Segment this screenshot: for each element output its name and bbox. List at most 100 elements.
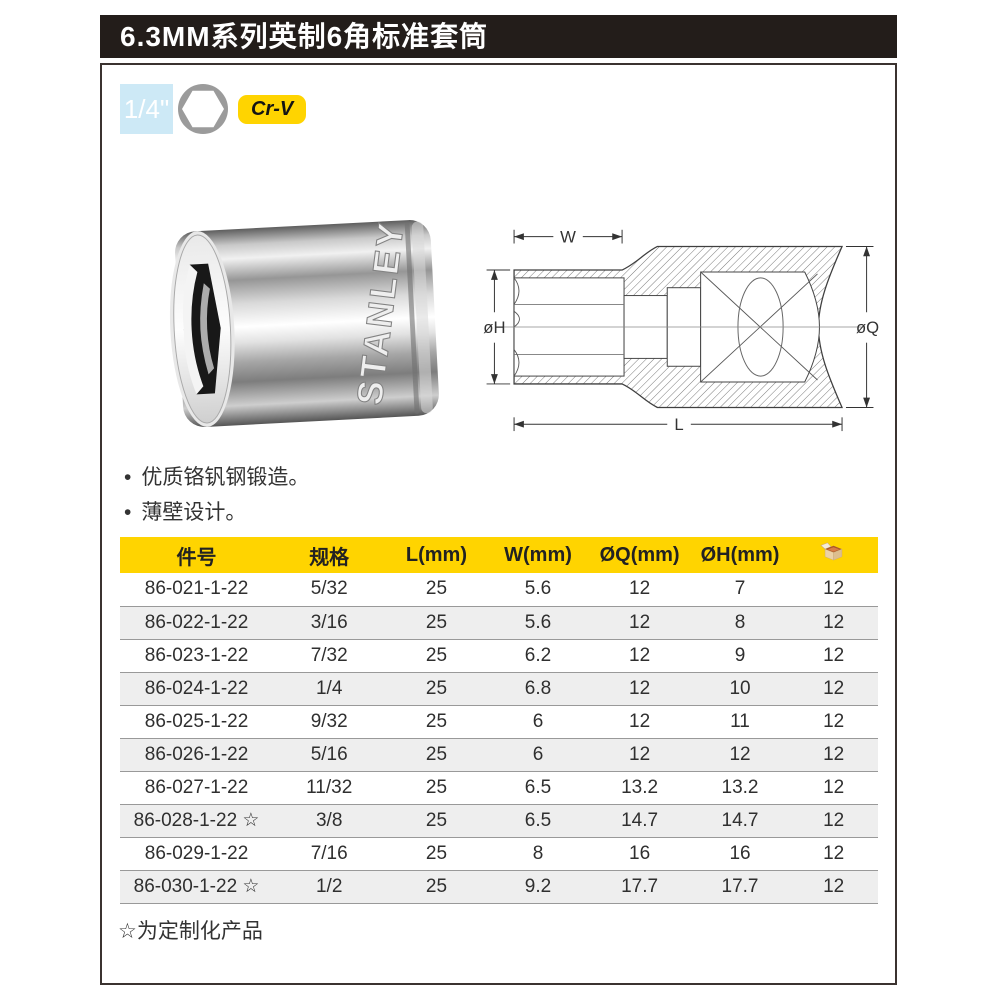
table-cell: 7/16: [273, 837, 386, 871]
table-cell: 86-022-1-22: [120, 606, 274, 640]
table-cell: 13.2: [588, 771, 691, 805]
table-cell: 12: [588, 606, 691, 640]
table-cell: 6.5: [487, 804, 589, 838]
table-cell: 17.7: [588, 870, 691, 904]
table-row: 86-028-1-22 ☆ 3/8 25 6.5 14.7 14.7 12: [120, 804, 878, 838]
table-row: 86-025-1-22 9/32 25 6 12 11 12: [120, 705, 878, 739]
feature-item: • 薄壁设计。: [124, 495, 309, 530]
table-cell: 5.6: [487, 573, 589, 607]
table-cell: 86-024-1-22: [120, 672, 274, 706]
table-cell: 25: [385, 573, 488, 607]
dimension-diagram: W øH øQ L: [483, 228, 879, 435]
box-icon: [820, 541, 843, 560]
dim-label-w: W: [560, 228, 576, 247]
crv-badge: Cr-V: [238, 94, 307, 124]
table-cell: 13.2: [690, 771, 790, 805]
table-cell: 12: [789, 804, 878, 838]
table-cell: 25: [385, 837, 488, 871]
column-header: 规格: [273, 537, 386, 573]
table-cell: 12: [789, 672, 878, 706]
box-icon: [789, 537, 878, 573]
table-cell: 6.8: [487, 672, 589, 706]
table-row: 86-030-1-22 ☆ 1/2 25 9.2 17.7 17.7 12: [120, 870, 878, 904]
table-cell: 5.6: [487, 606, 589, 640]
table-cell: 86-026-1-22: [120, 738, 274, 772]
column-header: 件号: [120, 537, 274, 573]
table-cell: 14.7: [690, 804, 790, 838]
footnote: ☆为定制化产品: [118, 920, 263, 943]
table-cell: 3/16: [273, 606, 386, 640]
table-cell: 16: [690, 837, 790, 871]
catalog-page: 6.3MM系列英制6角标准套筒 1/4" Cr-V: [100, 15, 897, 985]
table-cell: 9/32: [273, 705, 386, 739]
product-photo: STANLEY: [169, 218, 439, 427]
table-cell: 6: [487, 705, 589, 739]
table-cell: 86-021-1-22: [120, 573, 274, 607]
table-cell: 12: [588, 705, 691, 739]
table-cell: 6.2: [487, 639, 589, 673]
table-cell: 86-029-1-22: [120, 837, 274, 871]
table-cell: 12: [789, 870, 878, 904]
feature-text: 优质铬钒钢锻造。: [141, 466, 310, 489]
table-cell: 5/16: [273, 738, 386, 772]
table-row: 86-029-1-22 7/16 25 8 16 16 12: [120, 837, 878, 871]
table-cell: 1/4: [273, 672, 386, 706]
table-row: 86-023-1-22 7/32 25 6.2 12 9 12: [120, 639, 878, 673]
table-cell: 25: [385, 672, 488, 706]
crv-label: Cr-V: [251, 97, 294, 120]
spec-table-header-row: 件号 规格 L(mm) W(mm) ØQ(mm) ØH(mm): [120, 537, 878, 573]
table-cell: 12: [789, 573, 878, 607]
table-row: 86-027-1-22 11/32 25 6.5 13.2 13.2 12: [120, 771, 878, 805]
table-cell: 8: [487, 837, 589, 871]
spec-table-body: 86-021-1-22 5/32 25 5.6 12 7 12 86-022-1-22 3/16…: [120, 573, 878, 904]
column-header: L(mm): [385, 537, 488, 573]
table-cell: 8: [690, 606, 790, 640]
table-cell: 12: [588, 672, 691, 706]
table-cell: 12: [588, 573, 691, 607]
page-title: 6.3MM系列英制6角标准套筒: [120, 21, 489, 52]
table-cell: 3/8: [273, 804, 386, 838]
table-cell: 14.7: [588, 804, 691, 838]
table-cell: 9: [690, 639, 790, 673]
table-cell: 86-027-1-22: [120, 771, 274, 805]
table-cell: 86-023-1-22: [120, 639, 274, 673]
table-cell: 6: [487, 738, 589, 772]
content-box: 1/4" Cr-V: [100, 63, 897, 985]
table-cell: 17.7: [690, 870, 790, 904]
drive-size-badge: 1/4": [120, 84, 173, 134]
table-cell: 12: [789, 738, 878, 772]
feature-text: 薄壁设计。: [141, 501, 247, 524]
badge-row: 1/4" Cr-V: [120, 83, 307, 135]
table-cell: 6.5: [487, 771, 589, 805]
table-cell: 11/32: [273, 771, 386, 805]
drive-size-label: 1/4": [123, 93, 170, 124]
table-cell: 10: [690, 672, 790, 706]
table-cell: 11: [690, 705, 790, 739]
table-cell: 12: [789, 606, 878, 640]
column-header: ØQ(mm): [588, 537, 691, 573]
table-cell: 25: [385, 870, 488, 904]
column-header: W(mm): [487, 537, 589, 573]
column-header: ØH(mm): [690, 537, 790, 573]
bullet-glyph: •: [124, 501, 132, 524]
table-cell: 25: [385, 771, 488, 805]
dim-label-h: øH: [483, 318, 505, 337]
feature-item: • 优质铬钒钢锻造。: [124, 460, 309, 495]
table-cell: 12: [789, 837, 878, 871]
table-cell: 12: [588, 738, 691, 772]
table-cell: 16: [588, 837, 691, 871]
table-row: 86-022-1-22 3/16 25 5.6 12 8 12: [120, 606, 878, 640]
table-cell: 25: [385, 606, 488, 640]
dim-label-l: L: [674, 415, 683, 434]
table-row: 86-024-1-22 1/4 25 6.8 12 10 12: [120, 672, 878, 706]
table-cell: 25: [385, 804, 488, 838]
table-cell: 12: [789, 705, 878, 739]
table-row: 86-021-1-22 5/32 25 5.6 12 7 12: [120, 573, 878, 607]
table-cell: 5/32: [273, 573, 386, 607]
table-cell: 12: [789, 639, 878, 673]
table-cell: 9.2: [487, 870, 589, 904]
table-cell: 25: [385, 705, 488, 739]
table-cell: 1/2: [273, 870, 386, 904]
table-cell: 7/32: [273, 639, 386, 673]
feature-list: • 优质铬钒钢锻造。 • 薄壁设计。: [124, 460, 309, 530]
